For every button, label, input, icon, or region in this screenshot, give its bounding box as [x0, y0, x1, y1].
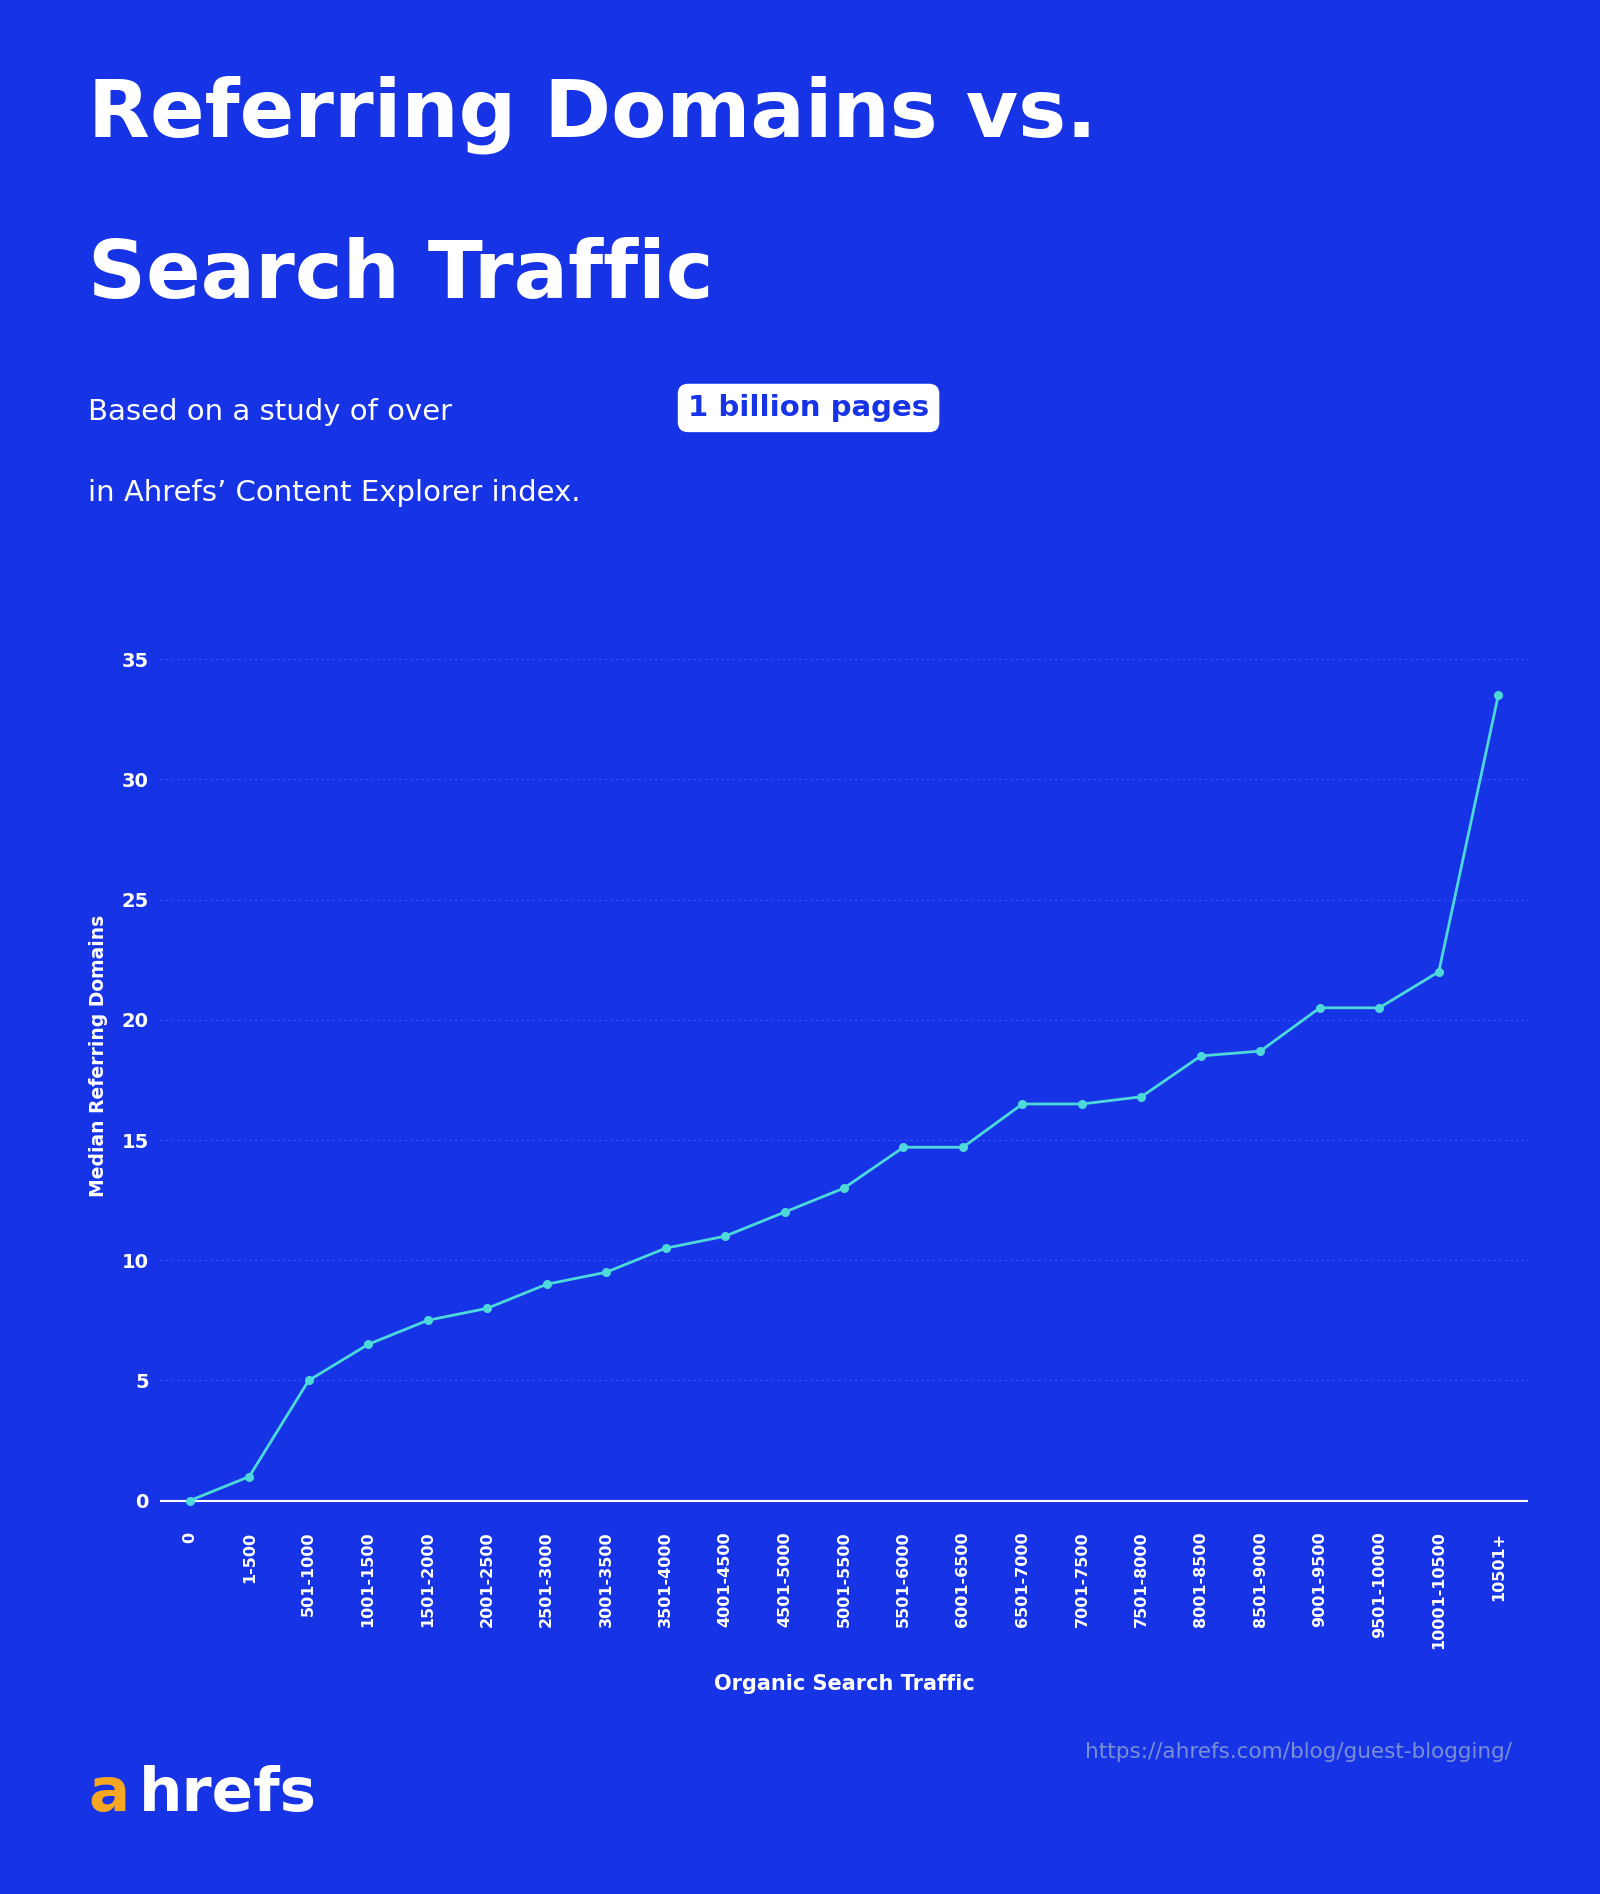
- Text: hrefs: hrefs: [139, 1765, 317, 1824]
- Text: Referring Domains vs.: Referring Domains vs.: [88, 76, 1098, 153]
- Text: in Ahrefs’ Content Explorer index.: in Ahrefs’ Content Explorer index.: [88, 479, 581, 508]
- X-axis label: Organic Search Traffic: Organic Search Traffic: [714, 1674, 974, 1695]
- Y-axis label: Median Referring Domains: Median Referring Domains: [88, 915, 107, 1197]
- Text: 1 billion pages: 1 billion pages: [688, 394, 930, 422]
- Text: Search Traffic: Search Traffic: [88, 237, 714, 314]
- Text: a: a: [88, 1765, 130, 1824]
- Text: https://ahrefs.com/blog/guest-blogging/: https://ahrefs.com/blog/guest-blogging/: [1085, 1742, 1512, 1763]
- Text: Based on a study of over: Based on a study of over: [88, 398, 453, 426]
